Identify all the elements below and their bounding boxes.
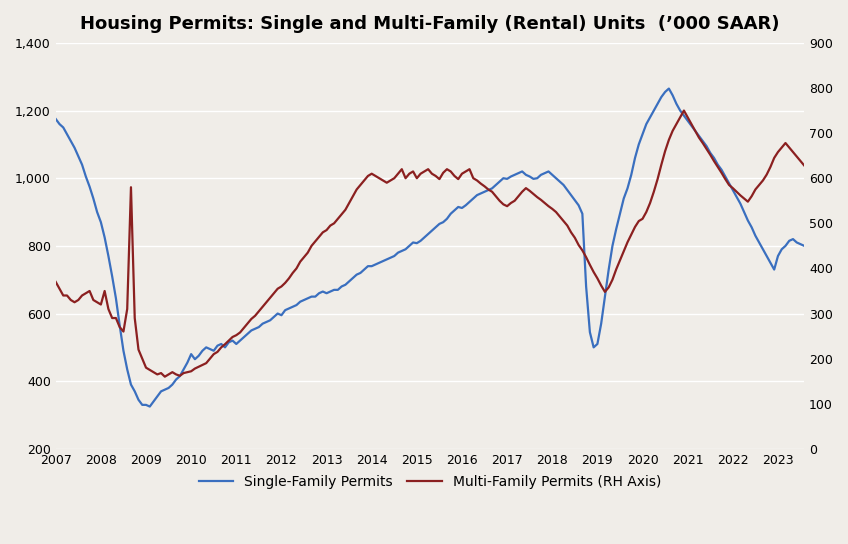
Single-Family Permits (51, 116, 61, 122)
Single-Family Permits (438, 219, 449, 225)
Legend: Single-Family Permits, Multi-Family Permits (RH Axis): Single-Family Permits, Multi-Family Perm… (193, 469, 667, 494)
Single-Family Permits (258, 320, 268, 327)
Single-Family Permits (453, 203, 463, 210)
Single-Family Permits (182, 360, 192, 366)
Multi-Family Permits (RH Axis) (438, 170, 449, 176)
Line: Single-Family Permits: Single-Family Permits (56, 89, 819, 406)
Multi-Family Permits (RH Axis) (679, 107, 689, 114)
Title: Housing Permits: Single and Multi-Family (Rental) Units  (’000 SAAR): Housing Permits: Single and Multi-Family… (81, 15, 779, 33)
Multi-Family Permits (RH Axis) (453, 176, 463, 182)
Single-Family Permits (664, 85, 674, 92)
Line: Multi-Family Permits (RH Axis): Multi-Family Permits (RH Axis) (56, 110, 819, 376)
Single-Family Permits (814, 206, 824, 212)
Multi-Family Permits (RH Axis) (51, 279, 61, 285)
Single-Family Permits (619, 195, 629, 202)
Single-Family Permits (145, 403, 155, 410)
Multi-Family Permits (RH Axis) (619, 248, 629, 255)
Multi-Family Permits (RH Axis) (182, 369, 192, 375)
Multi-Family Permits (RH Axis) (258, 304, 268, 310)
Multi-Family Permits (RH Axis) (133, 347, 143, 353)
Single-Family Permits (133, 397, 143, 403)
Multi-Family Permits (RH Axis) (159, 373, 170, 380)
Multi-Family Permits (RH Axis) (814, 181, 824, 187)
